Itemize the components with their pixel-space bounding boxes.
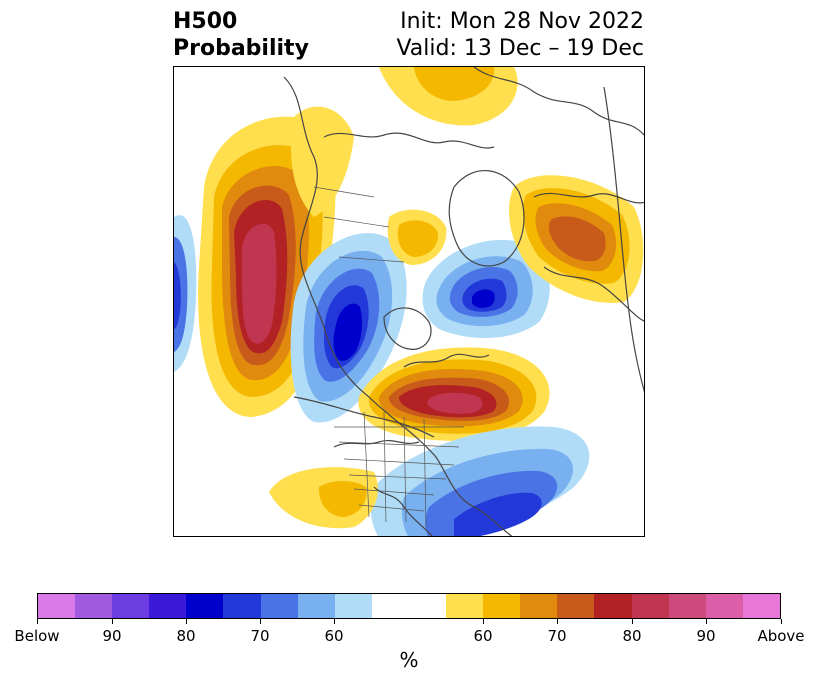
greenland-below-anomaly — [422, 239, 550, 339]
colorbar-segment — [371, 594, 447, 618]
colorbar-segment — [742, 594, 780, 618]
baffin-above-anomaly — [387, 209, 447, 265]
colorbar-tick-label: 80 — [622, 627, 642, 645]
colorbar-tick-label: 60 — [473, 627, 493, 645]
colorbar-segment — [223, 594, 261, 618]
colorbar-tick-label: 70 — [547, 627, 567, 645]
colorbar-tick-label: 90 — [102, 627, 122, 645]
colorbar-tick-label: 60 — [324, 627, 344, 645]
colorbar-segment — [112, 594, 150, 618]
colorbar-tick — [706, 619, 707, 624]
colorbar-tick-label: 70 — [250, 627, 270, 645]
init-date: Init: Mon 28 Nov 2022 — [400, 9, 644, 34]
canada-below-anomaly — [290, 233, 407, 423]
chart-dates: Init: Mon 28 Nov 2022 Valid: 13 Dec – 19… — [396, 8, 644, 62]
colorbar-segment — [520, 594, 558, 618]
colorbar-tick — [557, 619, 558, 624]
colorbar-segment — [75, 594, 113, 618]
title-field: Probability — [173, 36, 309, 61]
colorbar-tick-label: 90 — [696, 627, 716, 645]
colorbar-segment — [334, 594, 372, 618]
colorbar-segment — [705, 594, 743, 618]
colorbar-segment — [38, 594, 76, 618]
europe-above-anomaly — [509, 175, 644, 303]
colorbar-tick — [483, 619, 484, 624]
colorbar-tick-label: Above — [757, 627, 805, 645]
colorbar-segment — [631, 594, 669, 618]
gulf-above-anomaly — [269, 467, 378, 529]
colorbar-tick — [260, 619, 261, 624]
colorbar-tick — [112, 619, 113, 624]
colorbar-segment — [149, 594, 187, 618]
colorbar-segment — [260, 594, 298, 618]
valid-range: Valid: 13 Dec – 19 Dec — [396, 36, 644, 61]
map-svg — [174, 67, 644, 536]
coastlines — [283, 67, 644, 536]
colorbar-tick-label: 80 — [176, 627, 196, 645]
colorbar-segment — [186, 594, 224, 618]
chart-title: H500 Probability — [173, 8, 309, 62]
arctic-above-anomaly — [290, 67, 518, 217]
title-variable: H500 — [173, 9, 238, 34]
colorbar-segment — [297, 594, 335, 618]
unit-label: % — [399, 648, 419, 672]
colorbar-tick — [37, 619, 38, 624]
colorbar-segment — [557, 594, 595, 618]
colorbar-segment — [594, 594, 632, 618]
colorbar-segment — [446, 594, 484, 618]
colorbar-segment — [668, 594, 706, 618]
colorbar-segment — [483, 594, 521, 618]
pacific-below-edge — [174, 215, 197, 372]
colorbar-tick — [781, 619, 782, 624]
colorbar-tick — [186, 619, 187, 624]
colorbar-tick-label: Below — [14, 627, 60, 645]
border-lines — [313, 186, 464, 528]
colorbar-tick — [334, 619, 335, 624]
probability-map — [173, 66, 645, 537]
colorbar — [37, 593, 781, 619]
colorbar-tick — [632, 619, 633, 624]
east-canada-above-anomaly — [358, 347, 550, 441]
